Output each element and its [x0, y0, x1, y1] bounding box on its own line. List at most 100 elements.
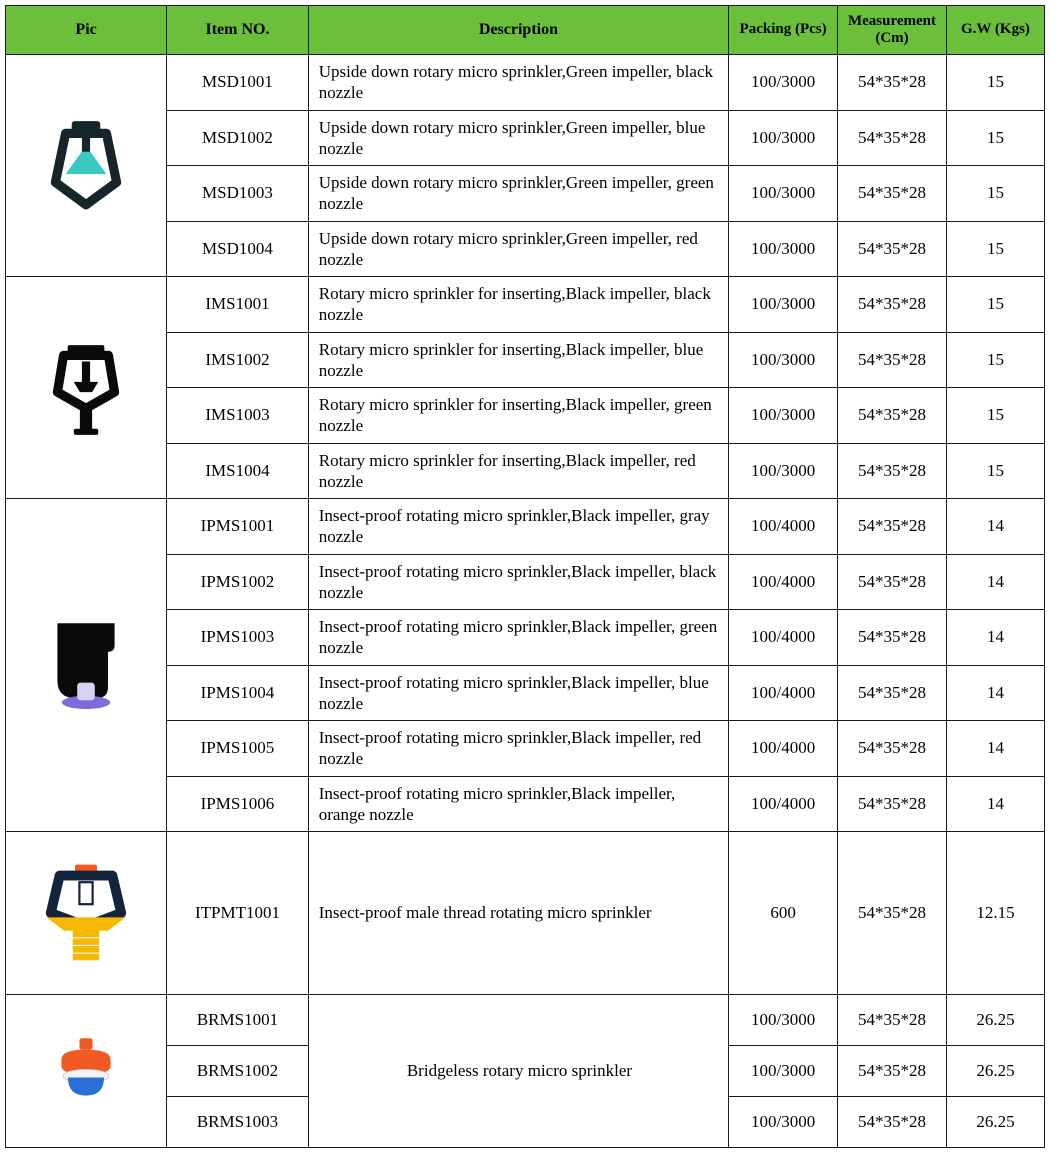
- col-header-desc: Description: [308, 6, 728, 55]
- packing: 100/4000: [729, 665, 838, 721]
- measurement: 54*35*28: [838, 221, 947, 277]
- item-number: IPMS1005: [167, 721, 309, 777]
- product-image-cell: [6, 832, 167, 995]
- measurement: 54*35*28: [838, 443, 947, 499]
- gross-weight: 15: [946, 277, 1044, 333]
- description: Insect-proof rotating micro sprinkler,Bl…: [308, 665, 728, 721]
- table-row: ITPMT1001Insect-proof male thread rotati…: [6, 832, 1045, 995]
- description: Rotary micro sprinkler for inserting,Bla…: [308, 443, 728, 499]
- gross-weight: 15: [946, 166, 1044, 222]
- sprinkler-insect-proof-icon: [14, 610, 158, 720]
- item-number: BRMS1001: [167, 995, 309, 1046]
- packing: 100/4000: [729, 610, 838, 666]
- product-image-cell: [6, 995, 167, 1148]
- gross-weight: 14: [946, 499, 1044, 555]
- gross-weight: 26.25: [946, 1046, 1044, 1097]
- item-number: IPMS1001: [167, 499, 309, 555]
- col-header-pack: Packing (Pcs): [729, 6, 838, 55]
- measurement: 54*35*28: [838, 277, 947, 333]
- product-spec-table: Pic Item NO. Description Packing (Pcs) M…: [5, 5, 1045, 1148]
- sprinkler-inserting-icon: [14, 337, 158, 439]
- item-number: IMS1003: [167, 388, 309, 444]
- item-number: MSD1004: [167, 221, 309, 277]
- packing: 100/4000: [729, 554, 838, 610]
- measurement: 54*35*28: [838, 1097, 947, 1148]
- item-number: MSD1001: [167, 55, 309, 111]
- measurement: 54*35*28: [838, 832, 947, 995]
- measurement: 54*35*28: [838, 665, 947, 721]
- gross-weight: 14: [946, 665, 1044, 721]
- packing: 100/3000: [729, 332, 838, 388]
- measurement: 54*35*28: [838, 610, 947, 666]
- gross-weight: 14: [946, 610, 1044, 666]
- gross-weight: 15: [946, 55, 1044, 111]
- measurement: 54*35*28: [838, 110, 947, 166]
- sprinkler-bridgeless-icon: [14, 1030, 158, 1112]
- product-image-cell: [6, 499, 167, 832]
- packing: 100/4000: [729, 776, 838, 832]
- measurement: 54*35*28: [838, 166, 947, 222]
- packing: 100/3000: [729, 277, 838, 333]
- description: Bridgeless rotary micro sprinkler: [308, 995, 728, 1148]
- col-header-gw: G.W (Kgs): [946, 6, 1044, 55]
- gross-weight: 26.25: [946, 1097, 1044, 1148]
- table-row: BRMS1001Bridgeless rotary micro sprinkle…: [6, 995, 1045, 1046]
- col-header-item: Item NO.: [167, 6, 309, 55]
- gross-weight: 15: [946, 443, 1044, 499]
- description: Insect-proof rotating micro sprinkler,Bl…: [308, 721, 728, 777]
- measurement: 54*35*28: [838, 388, 947, 444]
- gross-weight: 15: [946, 221, 1044, 277]
- gross-weight: 15: [946, 110, 1044, 166]
- description: Upside down rotary micro sprinkler,Green…: [308, 55, 728, 111]
- item-number: IMS1002: [167, 332, 309, 388]
- packing: 100/4000: [729, 499, 838, 555]
- description: Rotary micro sprinkler for inserting,Bla…: [308, 277, 728, 333]
- item-number: IPMS1004: [167, 665, 309, 721]
- product-image-cell: [6, 55, 167, 277]
- item-number: MSD1002: [167, 110, 309, 166]
- measurement: 54*35*28: [838, 995, 947, 1046]
- description: Upside down rotary micro sprinkler,Green…: [308, 221, 728, 277]
- gross-weight: 26.25: [946, 995, 1044, 1046]
- measurement: 54*35*28: [838, 1046, 947, 1097]
- item-number: BRMS1002: [167, 1046, 309, 1097]
- description: Upside down rotary micro sprinkler,Green…: [308, 110, 728, 166]
- gross-weight: 15: [946, 388, 1044, 444]
- measurement: 54*35*28: [838, 721, 947, 777]
- packing: 100/3000: [729, 55, 838, 111]
- description: Insect-proof rotating micro sprinkler,Bl…: [308, 610, 728, 666]
- col-header-meas: Measurement (Cm): [838, 6, 947, 55]
- description: Upside down rotary micro sprinkler,Green…: [308, 166, 728, 222]
- gross-weight: 14: [946, 776, 1044, 832]
- packing: 100/3000: [729, 1097, 838, 1148]
- packing: 100/3000: [729, 110, 838, 166]
- item-number: BRMS1003: [167, 1097, 309, 1148]
- packing: 600: [729, 832, 838, 995]
- item-number: IMS1004: [167, 443, 309, 499]
- table-header-row: Pic Item NO. Description Packing (Pcs) M…: [6, 6, 1045, 55]
- sprinkler-upside-down-icon: [14, 115, 158, 217]
- table-row: IMS1001Rotary micro sprinkler for insert…: [6, 277, 1045, 333]
- measurement: 54*35*28: [838, 776, 947, 832]
- packing: 100/3000: [729, 221, 838, 277]
- gross-weight: 14: [946, 554, 1044, 610]
- gross-weight: 12.15: [946, 832, 1044, 995]
- item-number: IPMS1003: [167, 610, 309, 666]
- measurement: 54*35*28: [838, 55, 947, 111]
- gross-weight: 15: [946, 332, 1044, 388]
- description: Insect-proof male thread rotating micro …: [308, 832, 728, 995]
- packing: 100/4000: [729, 721, 838, 777]
- measurement: 54*35*28: [838, 332, 947, 388]
- description: Insect-proof rotating micro sprinkler,Bl…: [308, 554, 728, 610]
- description: Rotary micro sprinkler for inserting,Bla…: [308, 332, 728, 388]
- sprinkler-male-thread-icon: [14, 858, 158, 968]
- product-image-cell: [6, 277, 167, 499]
- col-header-pic: Pic: [6, 6, 167, 55]
- table-row: MSD1001Upside down rotary micro sprinkle…: [6, 55, 1045, 111]
- packing: 100/3000: [729, 1046, 838, 1097]
- gross-weight: 14: [946, 721, 1044, 777]
- item-number: IPMS1002: [167, 554, 309, 610]
- packing: 100/3000: [729, 166, 838, 222]
- measurement: 54*35*28: [838, 554, 947, 610]
- description: Insect-proof rotating micro sprinkler,Bl…: [308, 499, 728, 555]
